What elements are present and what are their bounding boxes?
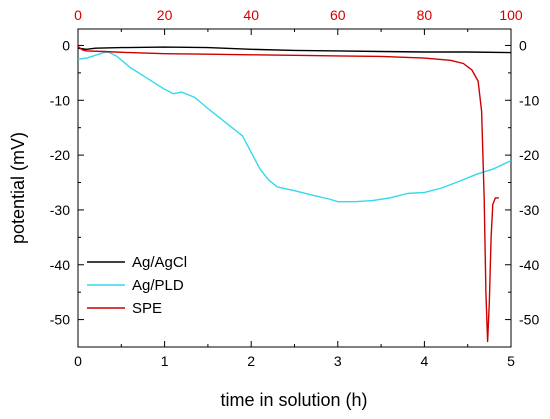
series-lines: [77, 45, 512, 343]
top-tick-label: 20: [157, 7, 173, 23]
x-tick-label: 1: [161, 353, 169, 369]
legend: Ag/AgCl Ag/PLD SPE: [87, 254, 187, 317]
legend-label: Ag/PLD: [132, 277, 184, 294]
series-line-spe: [77, 45, 499, 343]
right-tick-label: -50: [519, 312, 539, 328]
x-tick-label: 3: [334, 353, 342, 369]
y-axis-title: potential (mV): [8, 132, 28, 244]
top-tick-label: 80: [417, 7, 433, 23]
series-line-ag-agcl: [77, 46, 512, 54]
top-tick-label: 40: [243, 7, 259, 23]
right-tick-label: -40: [519, 257, 539, 273]
right-tick-label: -20: [519, 147, 539, 163]
y-tick-label: -40: [50, 257, 70, 273]
axis-tick-labels: 0 1 2 3 4 5 0 20 40 60 80 100 0 -10 -20 -30 -40 -50 0 -10 -2…: [50, 7, 540, 369]
x-tick-label: 2: [247, 353, 255, 369]
y-tick-label: -50: [50, 312, 70, 328]
series-line-ag-pld: [77, 51, 512, 203]
top-tick-label: 0: [74, 7, 82, 23]
top-tick-label: 60: [330, 7, 346, 23]
y-tick-label: -10: [50, 92, 70, 108]
y-tick-label: 0: [62, 37, 70, 53]
top-tick-label: 100: [499, 7, 523, 23]
x-tick-label: 4: [421, 353, 429, 369]
legend-label: SPE: [132, 300, 162, 317]
x-axis-title: time in solution (h): [220, 390, 367, 410]
y-tick-label: -30: [50, 202, 70, 218]
x-tick-label: 5: [507, 353, 515, 369]
legend-label: Ag/AgCl: [132, 254, 187, 271]
axis-ticks: [77, 29, 512, 348]
right-tick-label: -30: [519, 202, 539, 218]
y-tick-label: -20: [50, 147, 70, 163]
right-tick-label: 0: [519, 37, 527, 53]
right-tick-label: -10: [519, 92, 539, 108]
x-tick-label: 0: [74, 353, 82, 369]
